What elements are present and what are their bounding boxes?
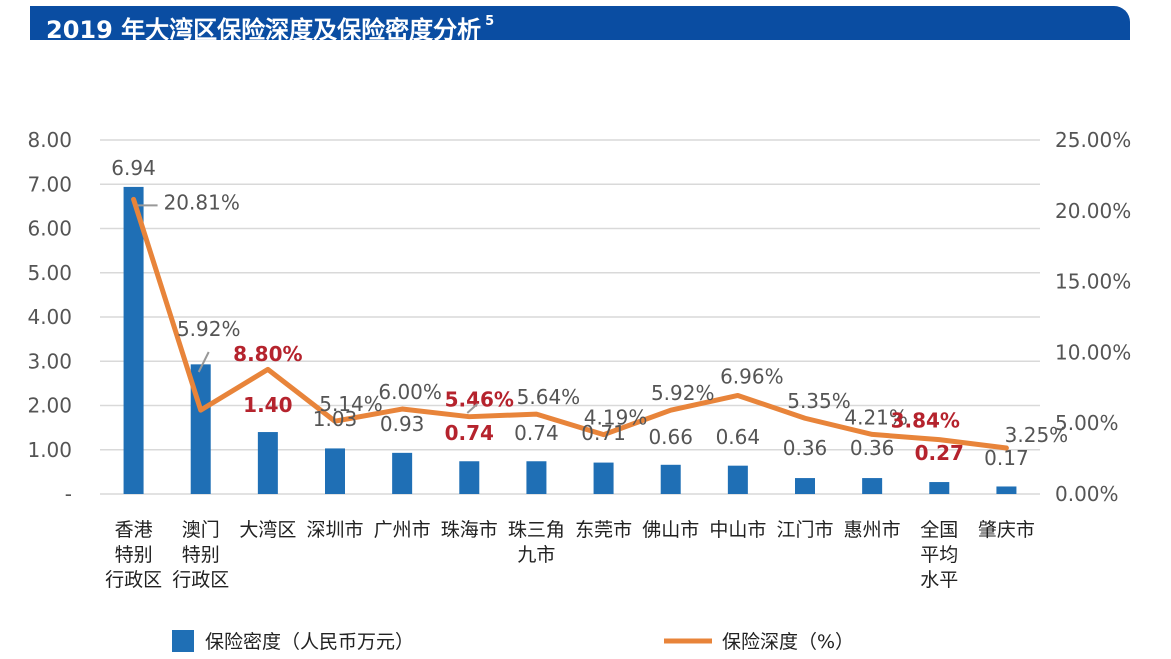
left-axis-tick: 1.00 [27, 438, 72, 462]
bar-value-label: 0.36 [783, 436, 828, 460]
category-label: 特别 [115, 544, 153, 566]
left-axis-tick: 2.00 [27, 394, 72, 418]
category-label: 深圳市 [306, 519, 363, 541]
right-axis-tick: 10.00% [1055, 340, 1131, 364]
legend-label: 保险密度（人民币万元） [205, 631, 414, 653]
bar [325, 448, 345, 494]
bar-value-label: 0.66 [648, 425, 693, 449]
bar-value-label: 0.71 [581, 421, 626, 445]
bar [593, 462, 614, 494]
line-value-label: 6.00% [378, 380, 442, 404]
category-label: 广州市 [374, 519, 431, 541]
bar-value-label: 1.03 [313, 407, 358, 431]
category-label: 珠海市 [441, 519, 498, 541]
category-label: 特别 [182, 544, 220, 566]
leader-line [466, 403, 478, 414]
bar [257, 432, 278, 494]
category-label: 佛山市 [642, 519, 699, 541]
bar [660, 464, 681, 494]
right-axis-tick: 25.00% [1055, 128, 1131, 152]
line-value-label: 6.96% [720, 364, 784, 388]
bar-value-label: 0.74 [445, 421, 494, 445]
right-axis-tick: 5.00% [1055, 411, 1119, 435]
bar [862, 478, 883, 494]
category-label: 行政区 [172, 569, 229, 591]
category-label: 大湾区 [239, 519, 296, 541]
left-axis-tick: 7.00 [27, 172, 72, 196]
bar-value-label: 0.27 [915, 441, 964, 465]
line-value-label: 5.14% [319, 392, 383, 416]
category-label: 惠州市 [844, 519, 901, 541]
left-axis-tick: - [65, 482, 72, 506]
bar [727, 465, 748, 494]
category-label: 肇庆市 [978, 519, 1035, 541]
line-value-label: 5.92% [651, 381, 715, 405]
category-label: 东莞市 [575, 519, 632, 541]
footnote-marker: 5 [485, 14, 495, 29]
bar [123, 186, 144, 494]
line-value-label: 5.64% [517, 385, 581, 409]
right-axis-tick: 0.00% [1055, 482, 1119, 506]
category-label: 珠三角 [508, 519, 565, 541]
bar-value-label: 0.74 [514, 421, 559, 445]
category-label: 中山市 [709, 519, 766, 541]
legend-label: 保险深度（%） [722, 631, 854, 653]
bar-value-label: 1.40 [243, 393, 292, 417]
bar [996, 486, 1017, 494]
bar [459, 461, 480, 494]
leader-line [197, 351, 210, 373]
category-label: 澳门 [182, 519, 220, 541]
line-value-label: 5.35% [787, 389, 851, 413]
bar-value-label: 0.36 [850, 436, 895, 460]
bar [795, 478, 815, 494]
left-axis-tick: 4.00 [27, 305, 72, 329]
line-value-label: 4.19% [584, 406, 648, 430]
line-value-label: 5.92% [177, 317, 241, 341]
left-axis-tick: 3.00 [27, 349, 72, 373]
left-axis-tick: 5.00 [27, 261, 72, 285]
line-value-label: 20.81% [164, 190, 240, 214]
category-label: 全国 [920, 519, 958, 541]
bar-value-label: 0.93 [380, 412, 425, 436]
bar-value-label: 0.64 [716, 425, 761, 449]
line-value-label: 5.46% [445, 388, 514, 412]
bar [526, 461, 547, 494]
bar-value-label: 0.17 [984, 446, 1029, 470]
line-series [131, 196, 1009, 451]
category-label: 九市 [517, 544, 555, 566]
category-label: 香港 [115, 519, 153, 541]
right-axis-tick: 20.00% [1055, 199, 1131, 223]
category-label: 水平 [920, 569, 958, 591]
line-value-label: 8.80% [233, 342, 302, 366]
line-value-label: 3.84% [891, 409, 960, 433]
left-axis-tick: 6.00 [27, 217, 72, 241]
line-value-label: 3.25% [1005, 423, 1069, 447]
category-label: 行政区 [105, 569, 162, 591]
title-bar: 2019 年大湾区保险深度及保险密度分析 5 [30, 6, 1130, 44]
left-axis-tick: 8.00 [27, 128, 72, 152]
bar [392, 452, 413, 494]
bar [929, 482, 950, 494]
chart-title: 2019 年大湾区保险深度及保险密度分析 5 [46, 14, 495, 44]
category-label: 江门市 [776, 519, 833, 541]
bar-value-label: 6.94 [111, 156, 156, 180]
line-value-label: 4.21% [844, 405, 908, 429]
category-label: 平均 [920, 544, 958, 566]
right-axis-tick: 15.00% [1055, 270, 1131, 294]
legend-swatch-bar [172, 630, 194, 652]
